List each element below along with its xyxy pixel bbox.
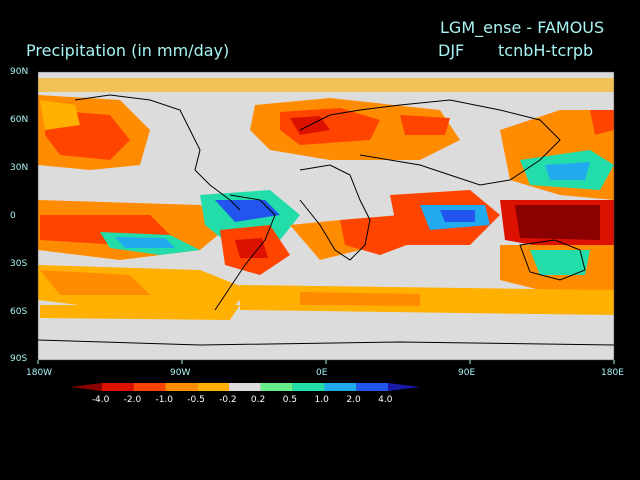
colorbar-label: -0.2	[219, 395, 237, 405]
colorbar-swatch	[356, 383, 389, 391]
coast-africa	[299, 164, 371, 261]
anomaly-region	[40, 305, 240, 320]
coast-north-america	[74, 94, 241, 211]
y-tick-30s: 30S	[10, 259, 28, 269]
y-tick-60n: 60N	[10, 115, 29, 125]
y-tick-0: 0	[10, 211, 16, 221]
coast-antarctica	[38, 339, 614, 346]
y-tick-30n: 30N	[10, 163, 29, 173]
colorbar-label: 2.0	[346, 395, 361, 405]
colorbar-label: 4.0	[378, 395, 393, 405]
precip-field	[38, 72, 614, 360]
coast-south-america	[214, 194, 276, 311]
season-label: DJF	[438, 41, 465, 60]
colorbar	[70, 383, 420, 391]
y-tick-90n: 90N	[10, 67, 29, 77]
colorbar-label: -4.0	[91, 395, 110, 405]
colorbar-label: -0.5	[187, 395, 205, 405]
x-tick-90e: 90E	[458, 368, 476, 378]
colorbar-label: -2.0	[123, 395, 142, 405]
coastlines	[38, 94, 614, 346]
colorbar-swatch	[101, 383, 134, 391]
x-tick-0e: 0E	[316, 368, 328, 378]
axis-ticks	[37, 360, 615, 364]
colorbar-label: 0.2	[250, 395, 266, 405]
colorbar-label: 0.5	[282, 395, 298, 405]
coast-eurasia	[299, 99, 561, 186]
anomaly-region	[545, 162, 590, 180]
colorbar-swatch	[197, 383, 230, 391]
anomaly-region	[115, 237, 175, 248]
colorbar-label: 1.0	[314, 395, 329, 405]
anomaly-region	[240, 285, 614, 315]
model-title: LGM_ense - FAMOUS	[440, 18, 605, 37]
anomaly-region	[515, 205, 600, 240]
colorbar-label: -1.0	[155, 395, 174, 405]
anomaly-region	[400, 115, 450, 135]
colorbar-swatch	[388, 383, 420, 391]
anomaly-region	[530, 250, 590, 275]
coast-australia	[519, 239, 586, 281]
colorbar-swatch	[70, 383, 102, 391]
anomaly-region	[440, 210, 475, 222]
x-tick-180w: 180W	[26, 368, 53, 378]
x-tick-180e: 180E	[601, 368, 624, 378]
anomaly-region	[38, 78, 614, 92]
anomaly-region	[590, 110, 614, 135]
variable-title: Precipitation (in mm/day)	[26, 41, 230, 60]
y-tick-90s: 90S	[10, 354, 28, 364]
y-tick-60s: 60S	[10, 307, 28, 317]
colorbar-swatch	[229, 383, 261, 391]
anomaly-region	[40, 100, 80, 130]
experiment-label: tcnbH-tcrpb	[498, 41, 594, 60]
anomaly-region	[300, 292, 420, 306]
colorbar-swatch	[165, 383, 198, 391]
colorbar-swatch	[324, 383, 357, 391]
anomaly-region	[215, 200, 280, 222]
colorbar-swatch	[260, 383, 293, 391]
anomaly-region	[235, 238, 268, 258]
x-tick-90w: 90W	[170, 368, 191, 378]
anomaly-region	[40, 270, 150, 295]
colorbar-swatch	[292, 383, 325, 391]
colorbar-swatch	[133, 383, 166, 391]
